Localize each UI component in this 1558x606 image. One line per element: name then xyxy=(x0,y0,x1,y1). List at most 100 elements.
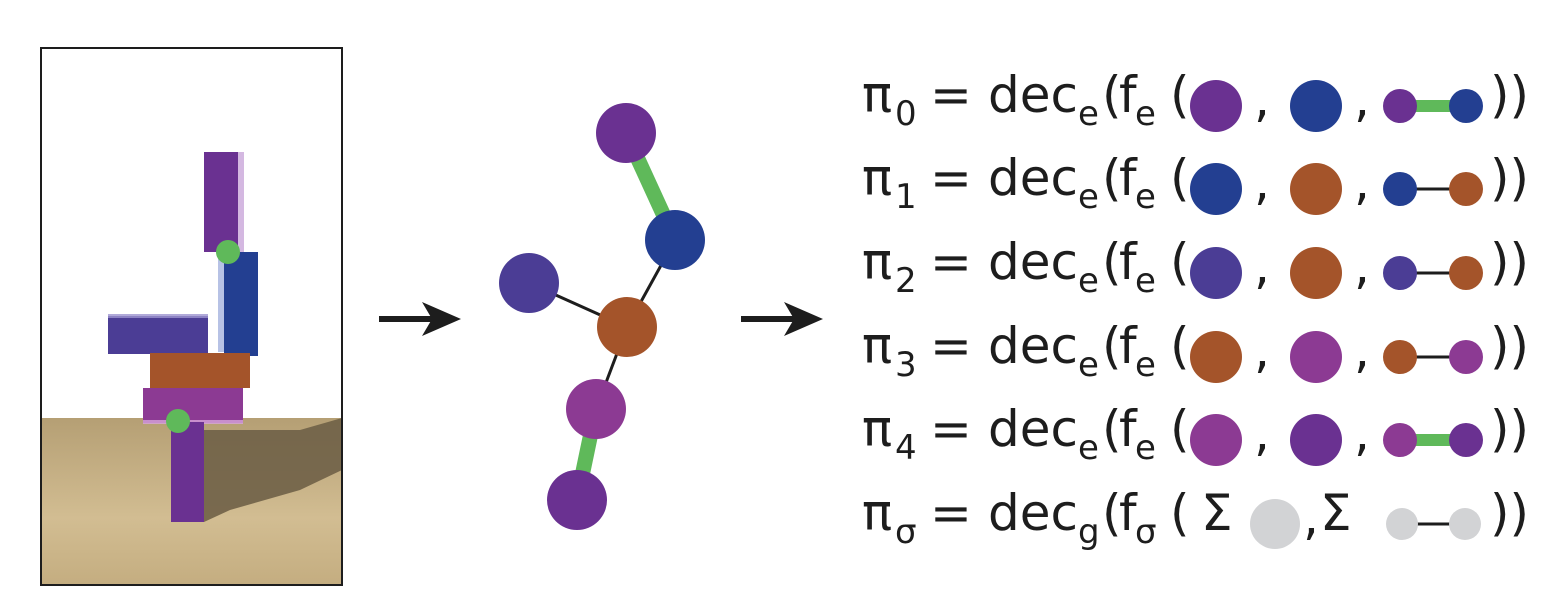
paren-open: ( xyxy=(1102,149,1122,207)
paren-open: ( xyxy=(1170,149,1190,207)
comma: , xyxy=(1303,488,1319,546)
paren-open: ( xyxy=(1170,400,1190,458)
f-subscript: e xyxy=(1135,94,1156,134)
comma: , xyxy=(1354,70,1370,128)
paren-open: ( xyxy=(1102,66,1122,124)
f-label: f xyxy=(1119,317,1138,375)
sum-symbol: Σ xyxy=(1201,484,1233,542)
comma: , xyxy=(1354,404,1370,462)
paren-close: )) xyxy=(1490,484,1529,542)
edge-token-node xyxy=(1383,172,1417,206)
pi-subscript: σ xyxy=(895,512,917,552)
edge-token-node xyxy=(1383,89,1417,123)
equation-row: π σ = dec g (fσ(Σ, Σ)) xyxy=(862,484,1529,552)
comma: , xyxy=(1254,321,1270,379)
equation-row: π 3 = dec e (fe(,,)) xyxy=(862,317,1529,385)
node-token xyxy=(1290,163,1342,215)
edge-token-node xyxy=(1383,423,1417,457)
equation-row: π 0 = dec e (fe(,,)) xyxy=(862,66,1529,134)
edge-token-node xyxy=(1386,508,1418,540)
dec-label: dec xyxy=(988,233,1078,291)
edge-token-node xyxy=(1383,256,1417,290)
pi-symbol: π xyxy=(862,149,892,207)
node-token xyxy=(1190,247,1242,299)
node-token xyxy=(1190,163,1242,215)
equals-sign: = xyxy=(930,149,972,207)
f-subscript: e xyxy=(1135,261,1156,301)
edge-token-node xyxy=(1449,423,1483,457)
comma: , xyxy=(1354,153,1370,211)
violet-link xyxy=(108,316,208,354)
node-bottom xyxy=(547,470,607,530)
node-token xyxy=(1190,331,1242,383)
pi-symbol: π xyxy=(862,66,892,124)
paren-close: )) xyxy=(1490,317,1529,375)
node-left xyxy=(499,253,559,313)
pi-subscript: 1 xyxy=(895,177,917,217)
dec-subscript: e xyxy=(1078,428,1099,468)
blue-link-edge xyxy=(218,256,224,352)
upper-purple-link-edge xyxy=(238,152,244,252)
dec-subscript: e xyxy=(1078,261,1099,301)
dec-label: dec xyxy=(988,66,1078,124)
dec-label: dec xyxy=(988,149,1078,207)
paren-open: ( xyxy=(1170,233,1190,291)
violet-link-edge xyxy=(108,314,208,318)
equation-row: π 4 = dec e (fe(,,)) xyxy=(862,400,1529,468)
f-label: f xyxy=(1119,149,1138,207)
equals-sign: = xyxy=(930,317,972,375)
f-label: f xyxy=(1119,233,1138,291)
blue-link xyxy=(224,252,258,356)
paren-close: )) xyxy=(1490,233,1529,291)
paren-open: ( xyxy=(1170,66,1190,124)
upper-joint xyxy=(216,240,240,264)
lower-purple-link xyxy=(171,422,204,522)
paren-close: )) xyxy=(1490,66,1529,124)
dec-subscript: e xyxy=(1078,94,1099,134)
node-blue xyxy=(645,210,705,270)
paren-close: )) xyxy=(1490,400,1529,458)
equals-sign: = xyxy=(930,484,972,542)
sum-symbol: Σ xyxy=(1320,484,1352,542)
simulation-render xyxy=(40,47,343,586)
pi-symbol: π xyxy=(862,400,892,458)
dec-label: dec xyxy=(988,484,1078,542)
render-frame xyxy=(40,47,343,586)
pi-subscript: 4 xyxy=(895,428,917,468)
dec-subscript: e xyxy=(1078,177,1099,217)
lower-joint xyxy=(166,409,190,433)
node-token xyxy=(1290,247,1342,299)
comma: , xyxy=(1254,153,1270,211)
paren-open: ( xyxy=(1102,233,1122,291)
pi-symbol: π xyxy=(862,317,892,375)
f-subscript: σ xyxy=(1135,512,1157,552)
equation-row: π 2 = dec e (fe(,,)) xyxy=(862,233,1529,301)
comma: , xyxy=(1354,237,1370,295)
edge-token-node xyxy=(1449,89,1483,123)
orange-torso xyxy=(150,353,250,388)
dec-subscript: e xyxy=(1078,345,1099,385)
node-token xyxy=(1250,499,1300,549)
equals-sign: = xyxy=(930,66,972,124)
comma: , xyxy=(1254,237,1270,295)
dec-subscript: g xyxy=(1078,512,1100,552)
pi-subscript: 2 xyxy=(895,261,917,301)
edge-token-node xyxy=(1449,256,1483,290)
pi-symbol: π xyxy=(862,484,892,542)
equation-row: π 1 = dec e (fe(,,)) xyxy=(862,149,1529,217)
pi-subscript: 0 xyxy=(895,94,917,134)
pi-subscript: 3 xyxy=(895,345,917,385)
arrow-render-to-graph xyxy=(379,302,461,336)
equals-sign: = xyxy=(930,400,972,458)
paren-close: )) xyxy=(1490,149,1529,207)
comma: , xyxy=(1254,70,1270,128)
edge-token-node xyxy=(1449,508,1481,540)
ground-shadow xyxy=(204,418,342,522)
edge-token-node xyxy=(1449,172,1483,206)
paren-open: ( xyxy=(1102,400,1122,458)
f-label: f xyxy=(1119,400,1138,458)
paren-open: ( xyxy=(1170,317,1190,375)
f-subscript: e xyxy=(1135,177,1156,217)
node-token xyxy=(1190,414,1242,466)
